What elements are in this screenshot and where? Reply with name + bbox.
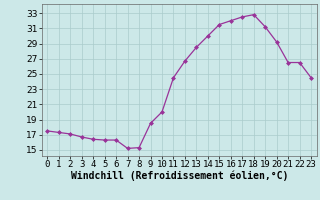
X-axis label: Windchill (Refroidissement éolien,°C): Windchill (Refroidissement éolien,°C) [70, 171, 288, 181]
